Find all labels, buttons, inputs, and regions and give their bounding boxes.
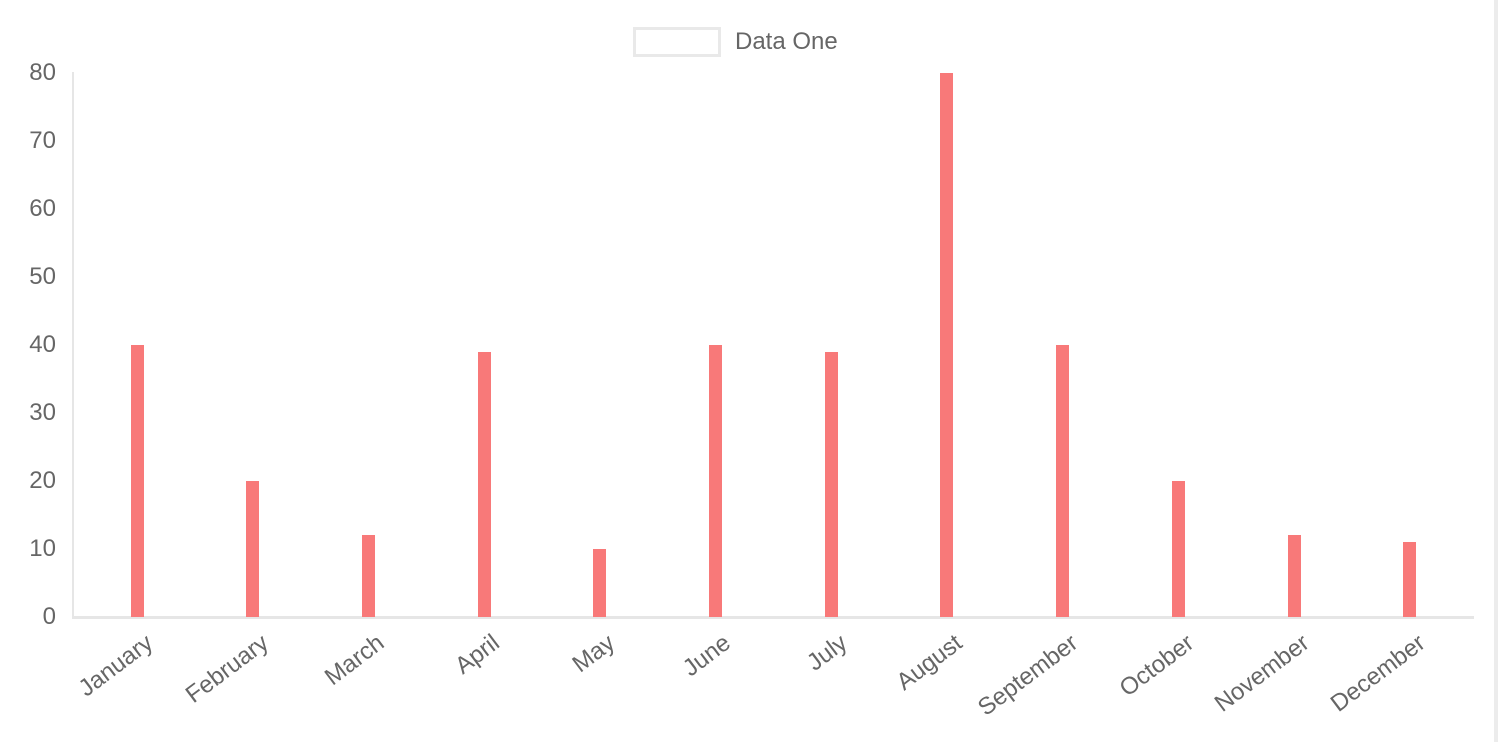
bar-may[interactable] [593,549,607,617]
bar-october[interactable] [1171,481,1185,617]
x-label-october: October [1114,629,1199,703]
x-label-march: March [319,629,390,691]
legend-label: Data One [735,28,838,55]
bar-march[interactable] [361,535,375,617]
x-label-june: June [678,629,737,683]
y-tick-label-10: 10 [29,535,56,562]
y-axis-line [71,72,74,619]
bar-november[interactable] [1287,535,1301,617]
y-tick-label-0: 0 [42,603,56,630]
x-label-july: July [801,629,852,677]
bar-june[interactable] [709,345,722,617]
x-label-february: February [180,629,274,709]
y-tick-label-50: 50 [29,263,56,290]
y-tick-label-60: 60 [29,195,56,222]
y-tick-label-20: 20 [29,467,56,494]
bar-december[interactable] [1403,542,1417,617]
x-label-september: September [973,629,1084,722]
x-label-november: November [1209,629,1315,718]
x-label-january: January [73,629,158,703]
x-label-may: May [567,629,621,679]
bar-january[interactable] [130,345,144,617]
y-tick-label-80: 80 [29,59,56,86]
x-label-april: April [450,629,505,680]
x-label-december: December [1325,629,1431,718]
bar-february[interactable] [246,481,260,617]
legend-color-swatch [633,27,721,57]
bar-september[interactable] [1056,345,1070,617]
bar-august[interactable] [940,73,954,617]
legend-item-data-one[interactable]: Data One [633,27,838,57]
x-label-august: August [891,629,968,696]
x-axis-line [71,615,1474,619]
y-tick-label-30: 30 [29,399,56,426]
right-edge-strip [1494,0,1498,742]
y-tick-label-40: 40 [29,331,56,358]
bar-july[interactable] [824,351,838,617]
y-tick-label-70: 70 [29,127,56,154]
bar-april[interactable] [477,351,491,617]
